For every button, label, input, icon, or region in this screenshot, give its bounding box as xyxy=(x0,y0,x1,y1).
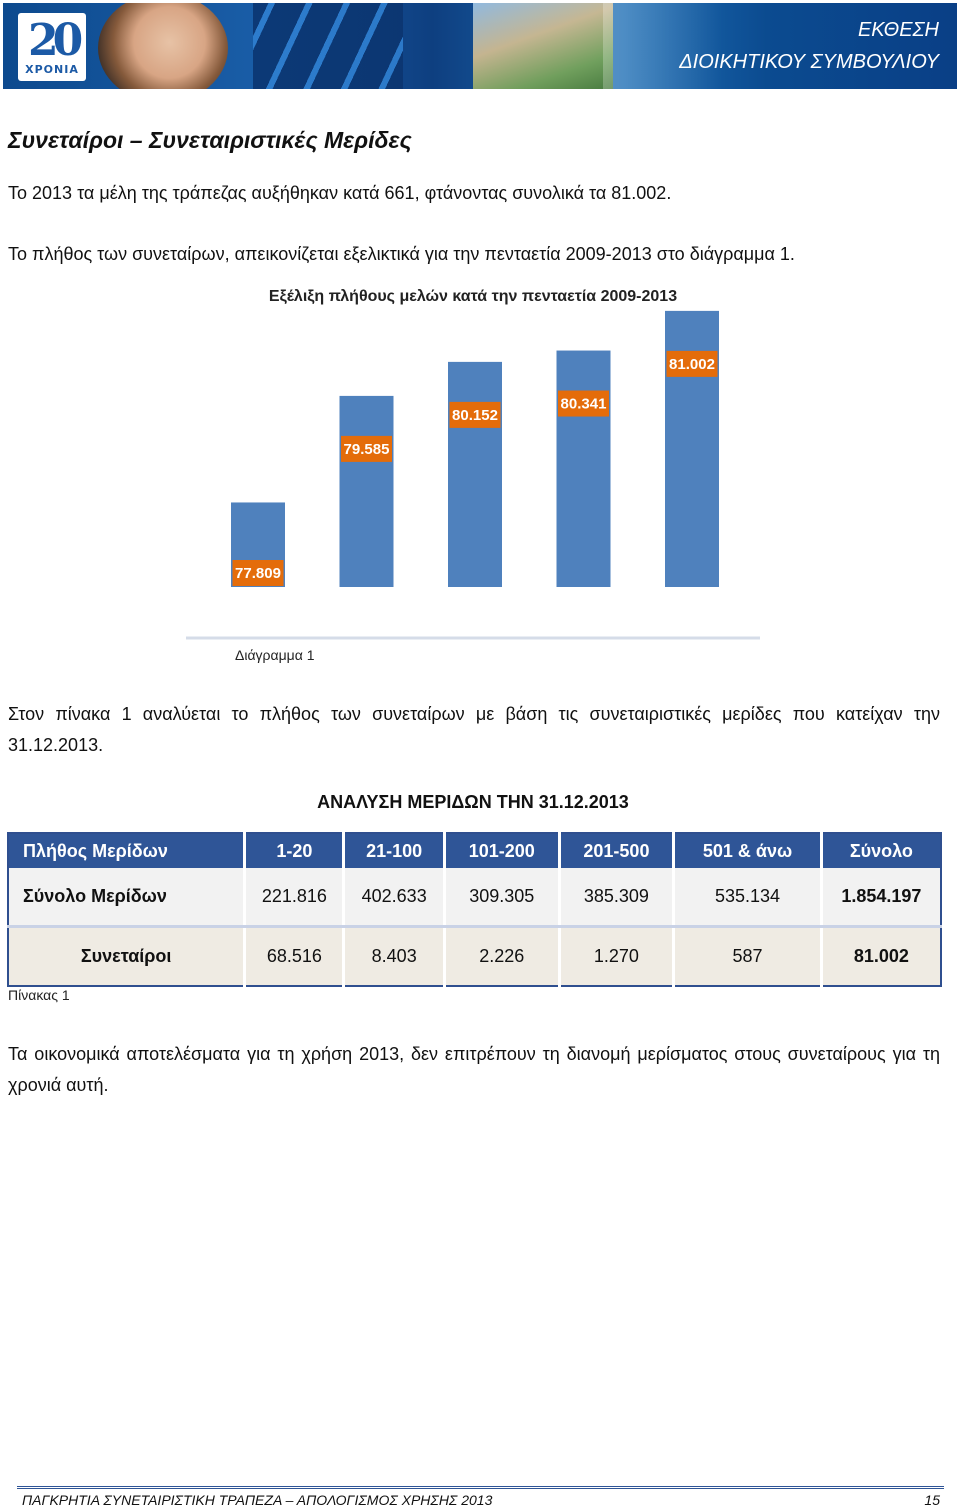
header-cell-201-500: 201-500 xyxy=(559,833,676,868)
logo-text: ΧΡΟΝΙΑ xyxy=(25,63,79,76)
data-label: 79.585 xyxy=(344,441,390,458)
table-cell: 2.226 xyxy=(444,926,561,986)
data-label: 80.341 xyxy=(561,396,607,413)
banner-photo-face xyxy=(98,3,228,89)
header-title-line2: ΔΙΟΙΚΗΤΙΚΟΥ ΣΥΜΒΟΥΛΙΟΥ xyxy=(679,51,939,73)
header-cell-1-20: 1-20 xyxy=(244,833,346,868)
table-header-row: Πλήθος Μερίδων 1-20 21-100 101-200 201-5… xyxy=(8,833,941,868)
table-cell: 68.516 xyxy=(244,926,346,986)
table-caption: Πίνακας 1 xyxy=(8,987,70,1003)
page-number: 15 xyxy=(924,1492,940,1508)
data-label: 80.152 xyxy=(452,407,498,424)
logo-number: 20 xyxy=(28,15,83,66)
table-cell: 8.403 xyxy=(343,926,446,986)
chart-caption: Διάγραμμα 1 xyxy=(235,647,315,663)
chart-bar xyxy=(556,350,611,587)
chart-bar xyxy=(448,361,502,587)
paragraph-chart-intro: Το πλήθος των συνεταίρων, απεικονίζεται … xyxy=(8,244,795,264)
row-label: Σύνολο Μερίδων xyxy=(8,868,247,928)
data-label-box xyxy=(341,435,392,462)
header-cell-shares-count: Πλήθος Μερίδων xyxy=(8,833,247,868)
table-cell: 402.633 xyxy=(343,868,446,928)
header-cell-101-200: 101-200 xyxy=(444,833,561,868)
table-cell: 587 xyxy=(673,926,823,986)
table-cell: 535.134 xyxy=(673,868,823,928)
paragraph-members-increase: Το 2013 τα μέλη της τράπεζας αυξήθηκαν κ… xyxy=(8,183,672,203)
banner-photo-people xyxy=(473,3,613,89)
table-cell-total: 1.854.197 xyxy=(821,868,941,928)
table-row-total-shares: Σύνολο Μερίδων 221.816 402.633 309.305 3… xyxy=(8,868,941,928)
table-cell: 309.305 xyxy=(444,868,561,928)
header-title-line1: ΕΚΘΕΣΗ xyxy=(857,19,939,41)
paragraph-table-intro: Στον πίνακα 1 αναλύεται το πλήθος των συ… xyxy=(8,704,940,755)
table-row-members: Συνεταίροι 68.516 8.403 2.226 1.270 587 … xyxy=(8,926,941,986)
data-label-box xyxy=(558,390,609,417)
table-cell-total: 81.002 xyxy=(821,926,941,986)
header-cell-total: Σύνολο xyxy=(821,833,941,868)
anniversary-logo: 20 ΧΡΟΝΙΑ xyxy=(18,13,86,81)
banner-graphic-stripes xyxy=(253,3,403,89)
row-label: Συνεταίροι xyxy=(8,926,247,986)
header-banner: 20 ΧΡΟΝΙΑ ΕΚΘΕΣΗ ΔΙΟΙΚΗΤΙΚΟΥ ΣΥΜΒΟΥΛΙΟΥ xyxy=(3,3,957,89)
data-label: 77.809 xyxy=(235,565,281,582)
data-label-box xyxy=(232,560,284,586)
paragraph-dividend: Τα οικονομικά αποτελέσματα για τη χρήση … xyxy=(8,1044,940,1095)
data-label-box xyxy=(666,350,718,377)
data-label-box xyxy=(449,401,501,428)
chart-title: Εξέλιξη πλήθους μελών κατά την πενταετία… xyxy=(268,288,678,305)
section-title: Συνεταίροι – Συνεταιριστικές Μερίδες xyxy=(8,127,412,153)
footer-divider xyxy=(17,1486,944,1489)
footer-text: ΠΑΓΚΡΗΤΙΑ ΣΥΝΕΤΑΙΡΙΣΤΙΚΗ ΤΡΑΠΕΖΑ – ΑΠΟΛΟ… xyxy=(22,1492,493,1508)
table-cell: 1.270 xyxy=(559,926,676,986)
chart-bar xyxy=(339,395,394,587)
banner-glow xyxy=(603,3,723,89)
table-cell: 221.816 xyxy=(244,868,346,928)
header-cell-501-plus: 501 & άνω xyxy=(673,833,823,868)
shares-analysis-table: Πλήθος Μερίδων 1-20 21-100 101-200 201-5… xyxy=(7,832,942,987)
header-cell-21-100: 21-100 xyxy=(343,833,446,868)
table-title: ΑΝΑΛΥΣΗ ΜΕΡΙΔΩΝ ΤΗΝ 31.12.2013 xyxy=(317,792,629,812)
data-label: 81.002 xyxy=(669,356,715,373)
members-bar-chart: 77.809 79.585 80.152 80.341 81.002 xyxy=(186,310,760,640)
table-cell: 385.309 xyxy=(559,868,676,928)
